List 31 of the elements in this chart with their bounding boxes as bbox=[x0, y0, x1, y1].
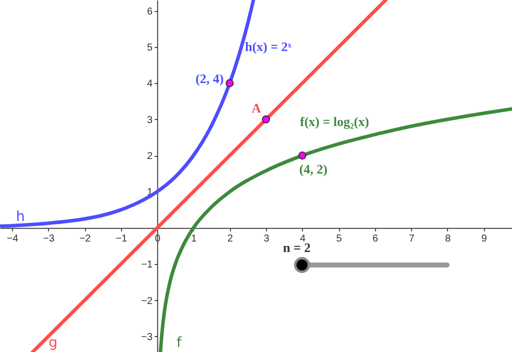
y-tick-label: 4 bbox=[147, 78, 154, 90]
point bbox=[226, 79, 234, 88]
series-label: h bbox=[16, 209, 25, 226]
annotation: (2, 4) bbox=[196, 71, 224, 86]
point bbox=[262, 115, 270, 124]
series-label: g bbox=[48, 335, 58, 351]
annotation: h(x) = 2ˣ bbox=[245, 39, 292, 54]
x-tick-label: 2 bbox=[227, 233, 234, 244]
x-tick-label: 6 bbox=[372, 233, 379, 244]
annotation: A bbox=[252, 100, 262, 116]
x-tick-label: −2 bbox=[79, 233, 92, 244]
y-tick-label: 6 bbox=[147, 6, 154, 18]
y-tick-label: 3 bbox=[147, 114, 154, 126]
y-tick-label: −2 bbox=[141, 296, 154, 307]
annotation: (4, 2) bbox=[299, 162, 328, 177]
x-tick-label: −3 bbox=[43, 233, 55, 244]
y-tick-label: 2 bbox=[147, 151, 154, 162]
x-tick-label: 5 bbox=[336, 233, 342, 244]
series-label: f bbox=[176, 335, 182, 351]
annotation: f(x) = log₂(x) bbox=[300, 114, 370, 129]
point bbox=[298, 152, 306, 160]
y-tick-label: −1 bbox=[141, 260, 154, 271]
y-tick-label: 5 bbox=[147, 42, 154, 54]
x-tick-label: 3 bbox=[264, 233, 270, 244]
x-tick-label: 9 bbox=[481, 233, 488, 244]
x-tick-label: 1 bbox=[191, 233, 198, 244]
x-tick-label: 8 bbox=[445, 233, 452, 244]
x-tick-label: −4 bbox=[6, 233, 19, 244]
x-tick-label: −1 bbox=[116, 233, 128, 244]
x-tick-label: 7 bbox=[408, 233, 415, 244]
y-tick-label: −3 bbox=[141, 332, 154, 343]
